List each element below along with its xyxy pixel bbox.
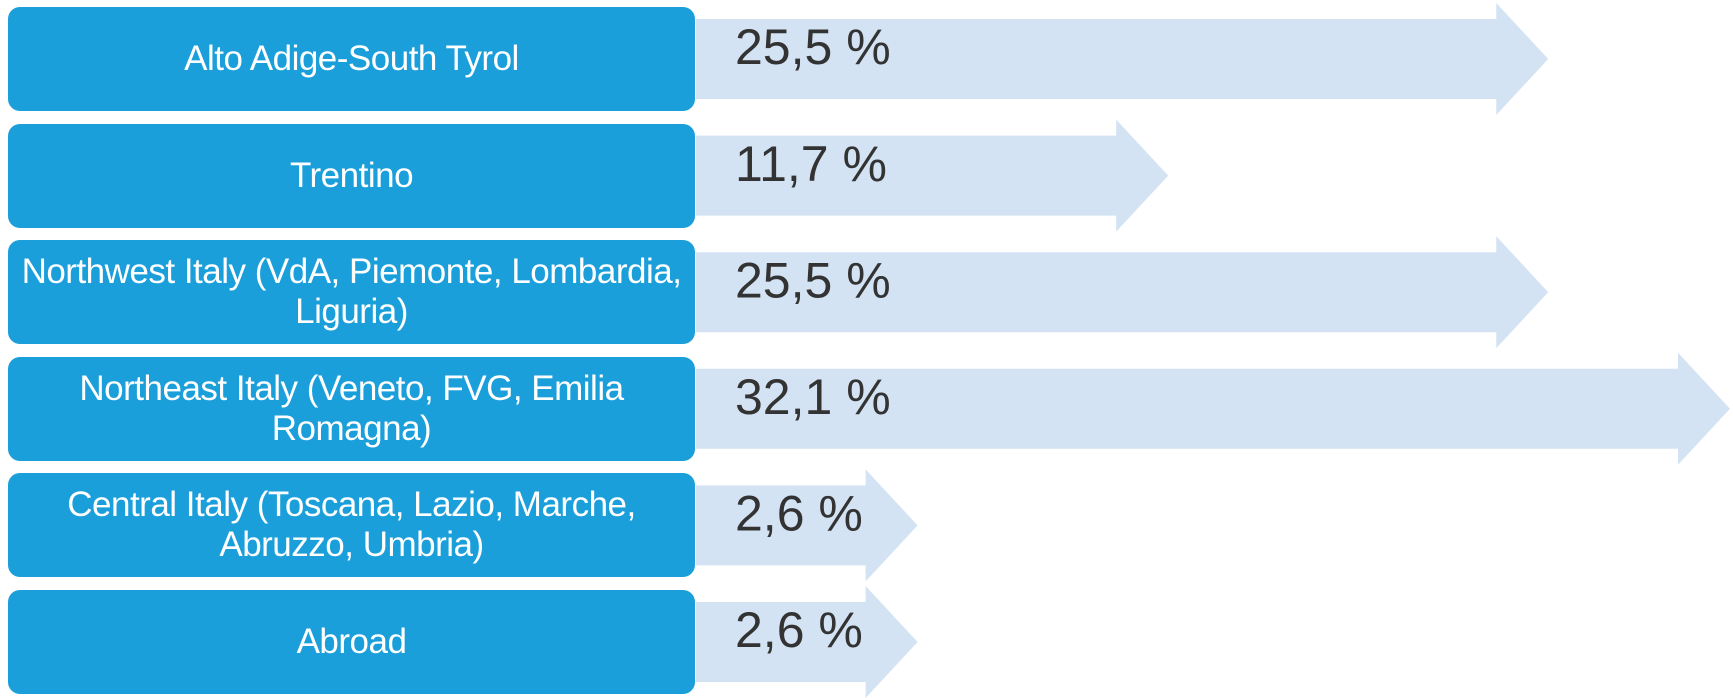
arrow-bar	[696, 586, 918, 698]
category-label: Northeast Italy (Veneto, FVG, Emilia Rom…	[8, 356, 695, 461]
arrow-bar	[696, 3, 1549, 115]
value-label: 25,5 %	[735, 19, 891, 75]
category-label: Central Italy (Toscana, Lazio, Marche, A…	[8, 473, 695, 578]
value-label: 2,6 %	[735, 486, 863, 542]
value-label: 2,6 %	[735, 602, 863, 658]
arrow-bar	[696, 352, 1730, 465]
arrow-bar	[696, 469, 918, 582]
category-label: Abroad	[8, 590, 695, 694]
value-label: 11,7 %	[735, 136, 887, 192]
category-label: Northwest Italy (VdA, Piemonte, Lombardi…	[8, 240, 695, 345]
value-label: 32,1 %	[735, 369, 891, 425]
category-label: Alto Adige-South Tyrol	[8, 7, 695, 111]
arrow-bar	[696, 236, 1549, 349]
value-label: 25,5 %	[735, 252, 891, 308]
category-label: Trentino	[8, 123, 695, 228]
arrow-bar	[696, 119, 1169, 232]
